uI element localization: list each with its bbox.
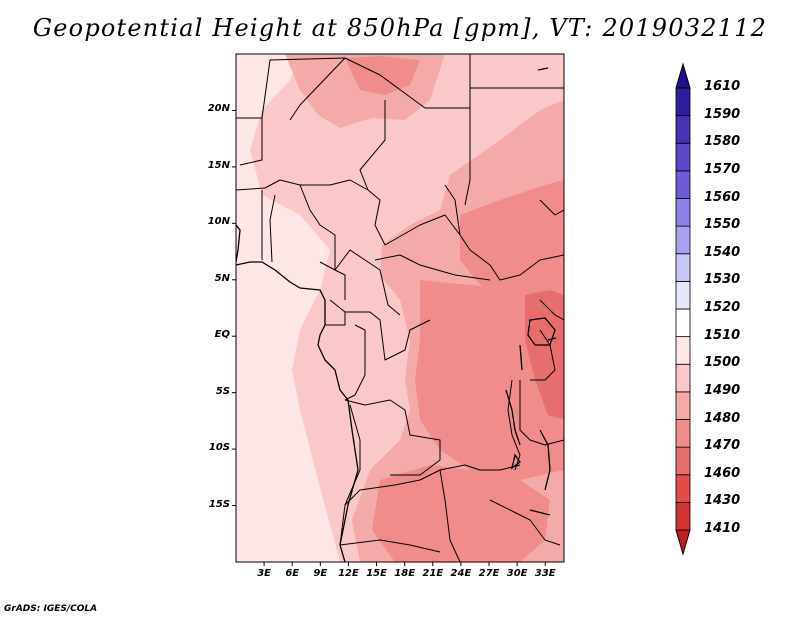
colorbar-level-label: 1560 (704, 189, 741, 205)
contour-band-1470-lakes (525, 290, 564, 420)
lakes (505, 67, 557, 516)
grads-credit: GrADS: IGES/COLA (4, 604, 98, 614)
longitude-ticks (263, 562, 546, 566)
colorbar-level-label: 1480 (704, 410, 741, 426)
colorbar-band (675, 474, 691, 503)
colorbar-band (675, 308, 691, 338)
lon-tick-label: 15E (366, 568, 387, 579)
colorbar-level-label: 1490 (704, 382, 741, 398)
colorbar-level-label: 1410 (704, 521, 741, 536)
colorbar-level-label: 1540 (704, 244, 741, 260)
colorbar-level-label: 1460 (704, 465, 741, 481)
lat-tick-label: 5N (214, 272, 230, 284)
colorbar-band (675, 115, 691, 144)
colorbar-level-label: 1500 (704, 355, 741, 371)
latitude-ticks (232, 109, 236, 507)
colorbar-max-triangle (675, 62, 691, 89)
contour-band-1480-south (372, 465, 550, 562)
colorbar-band (675, 419, 691, 448)
lat-tick-label: 20N (207, 103, 230, 115)
colorbar-band (675, 170, 691, 199)
lat-tick-label: 15S (208, 498, 230, 510)
contour-band-1480-sudan (460, 180, 564, 300)
lon-tick-label: 33E (534, 568, 556, 579)
colorbar-level-label: 1610 (704, 79, 741, 94)
colorbar-band (675, 391, 691, 420)
colorbar-level-label: 1510 (704, 327, 741, 343)
lon-tick-label: 9E (313, 568, 328, 579)
coastline (236, 224, 359, 562)
lon-tick-label: 30E (506, 568, 528, 579)
lat-tick-label: 10N (207, 216, 230, 228)
colorbar-band (675, 198, 691, 227)
colorbar-band (675, 253, 691, 282)
map-frame (235, 53, 565, 563)
lon-tick-label: 6E (285, 568, 300, 579)
colorbar-band (675, 280, 691, 310)
colorbar-level-label: 1430 (704, 493, 741, 509)
lon-tick-label: 27E (478, 568, 500, 579)
lon-tick-label: 18E (394, 568, 416, 579)
colorbar-level-label: 1520 (704, 300, 741, 315)
lon-tick-label: 12E (338, 568, 359, 579)
colorbar-level-label: 1570 (704, 161, 741, 177)
colorbar-band (675, 336, 691, 365)
colorbar-band (675, 446, 691, 476)
lon-tick-label: 24E (450, 568, 472, 579)
colorbar-level-label: 1590 (704, 106, 741, 122)
contour-band-1480-north (345, 56, 420, 95)
height-field (236, 54, 564, 562)
lon-tick-label: 21E (422, 568, 444, 579)
colorbar-band (675, 363, 691, 393)
colorbar-band (675, 225, 691, 255)
colorbar (675, 62, 691, 556)
lat-tick-label: 15N (207, 159, 230, 171)
lon-tick-label: 3E (257, 568, 271, 579)
colorbar-band (675, 87, 691, 117)
colorbar-level-label: 1530 (704, 272, 741, 288)
colorbar-level-label: 1550 (704, 217, 741, 233)
colorbar-band (675, 142, 691, 172)
colorbar-min-triangle (675, 529, 691, 556)
map-title: Geopotential Height at 850hPa [gpm], VT:… (32, 14, 768, 42)
lat-tick-label: 5S (215, 385, 230, 397)
colorbar-band (675, 501, 691, 531)
colorbar-level-label: 1470 (704, 438, 741, 454)
colorbar-level-label: 1580 (704, 134, 741, 150)
lat-tick-label: EQ (214, 329, 230, 341)
lat-tick-label: 10S (208, 442, 230, 454)
